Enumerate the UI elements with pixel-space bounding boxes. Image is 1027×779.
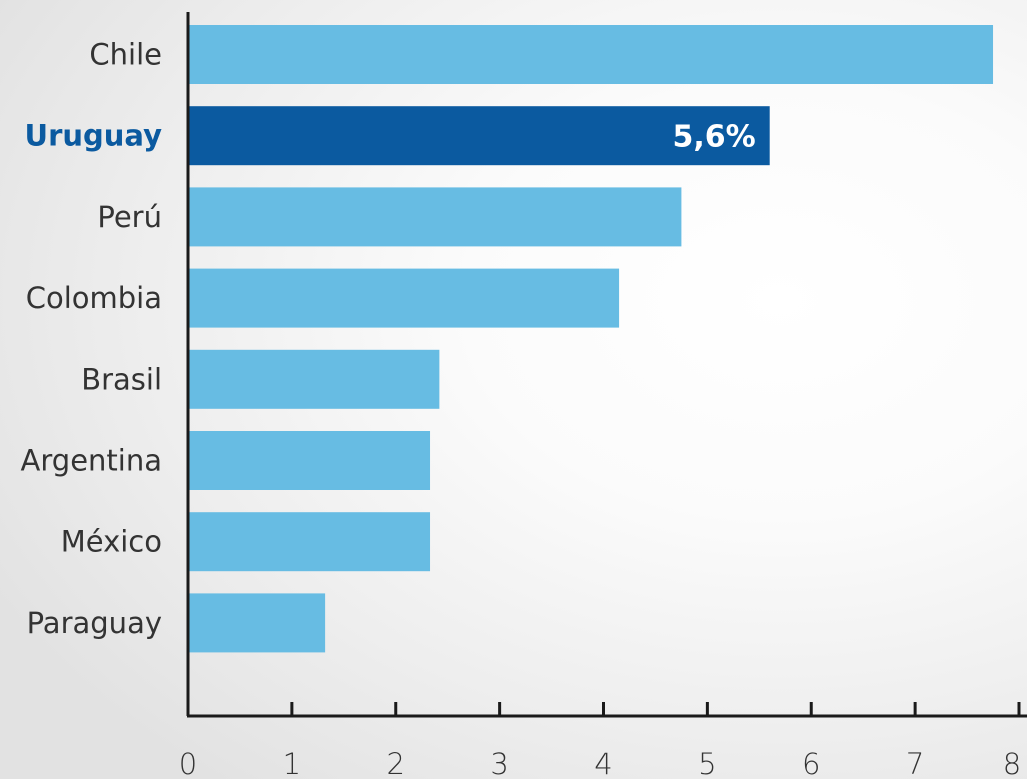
category-label-argentina: Argentina (21, 444, 162, 478)
bar-chile (188, 25, 994, 84)
bar-peru (188, 187, 682, 247)
category-label-uruguay: Uruguay (25, 119, 163, 153)
x-tick-label-2: 2 (387, 747, 405, 779)
category-label-mexico: México (61, 525, 162, 559)
x-ticks-group: 0 1 2 3 4 5 6 7 8 (179, 702, 1021, 779)
x-tick-label-8: 8 (1003, 747, 1021, 779)
data-labels-group: 5,6% (672, 120, 755, 155)
x-tick-label-4: 4 (594, 747, 612, 779)
data-label-uruguay: 5,6% (672, 120, 755, 155)
category-label-brasil: Brasil (81, 362, 162, 396)
x-tick-label-3: 3 (490, 747, 508, 779)
bars-group (188, 25, 994, 653)
x-tick-label-7: 7 (906, 747, 924, 779)
x-tick-label-5: 5 (698, 747, 716, 779)
category-label-colombia: Colombia (26, 281, 162, 315)
bar-uruguay (188, 106, 770, 166)
x-tick-label-0: 0 (179, 747, 197, 779)
bar-brasil (188, 349, 440, 409)
category-labels-group: Chile Uruguay Perú Colombia Brasil Argentina M… (21, 38, 163, 640)
category-label-chile: Chile (89, 38, 162, 72)
bar-mexico (188, 512, 431, 572)
x-axis (186, 12, 1027, 718)
category-label-paraguay: Paraguay (27, 606, 162, 640)
x-tick-label-1: 1 (283, 747, 301, 779)
category-label-peru: Perú (97, 200, 162, 234)
bar-argentina (188, 431, 431, 490)
bar-paraguay (188, 593, 326, 653)
bar-colombia (188, 268, 620, 328)
x-tick-label-6: 6 (802, 747, 820, 779)
